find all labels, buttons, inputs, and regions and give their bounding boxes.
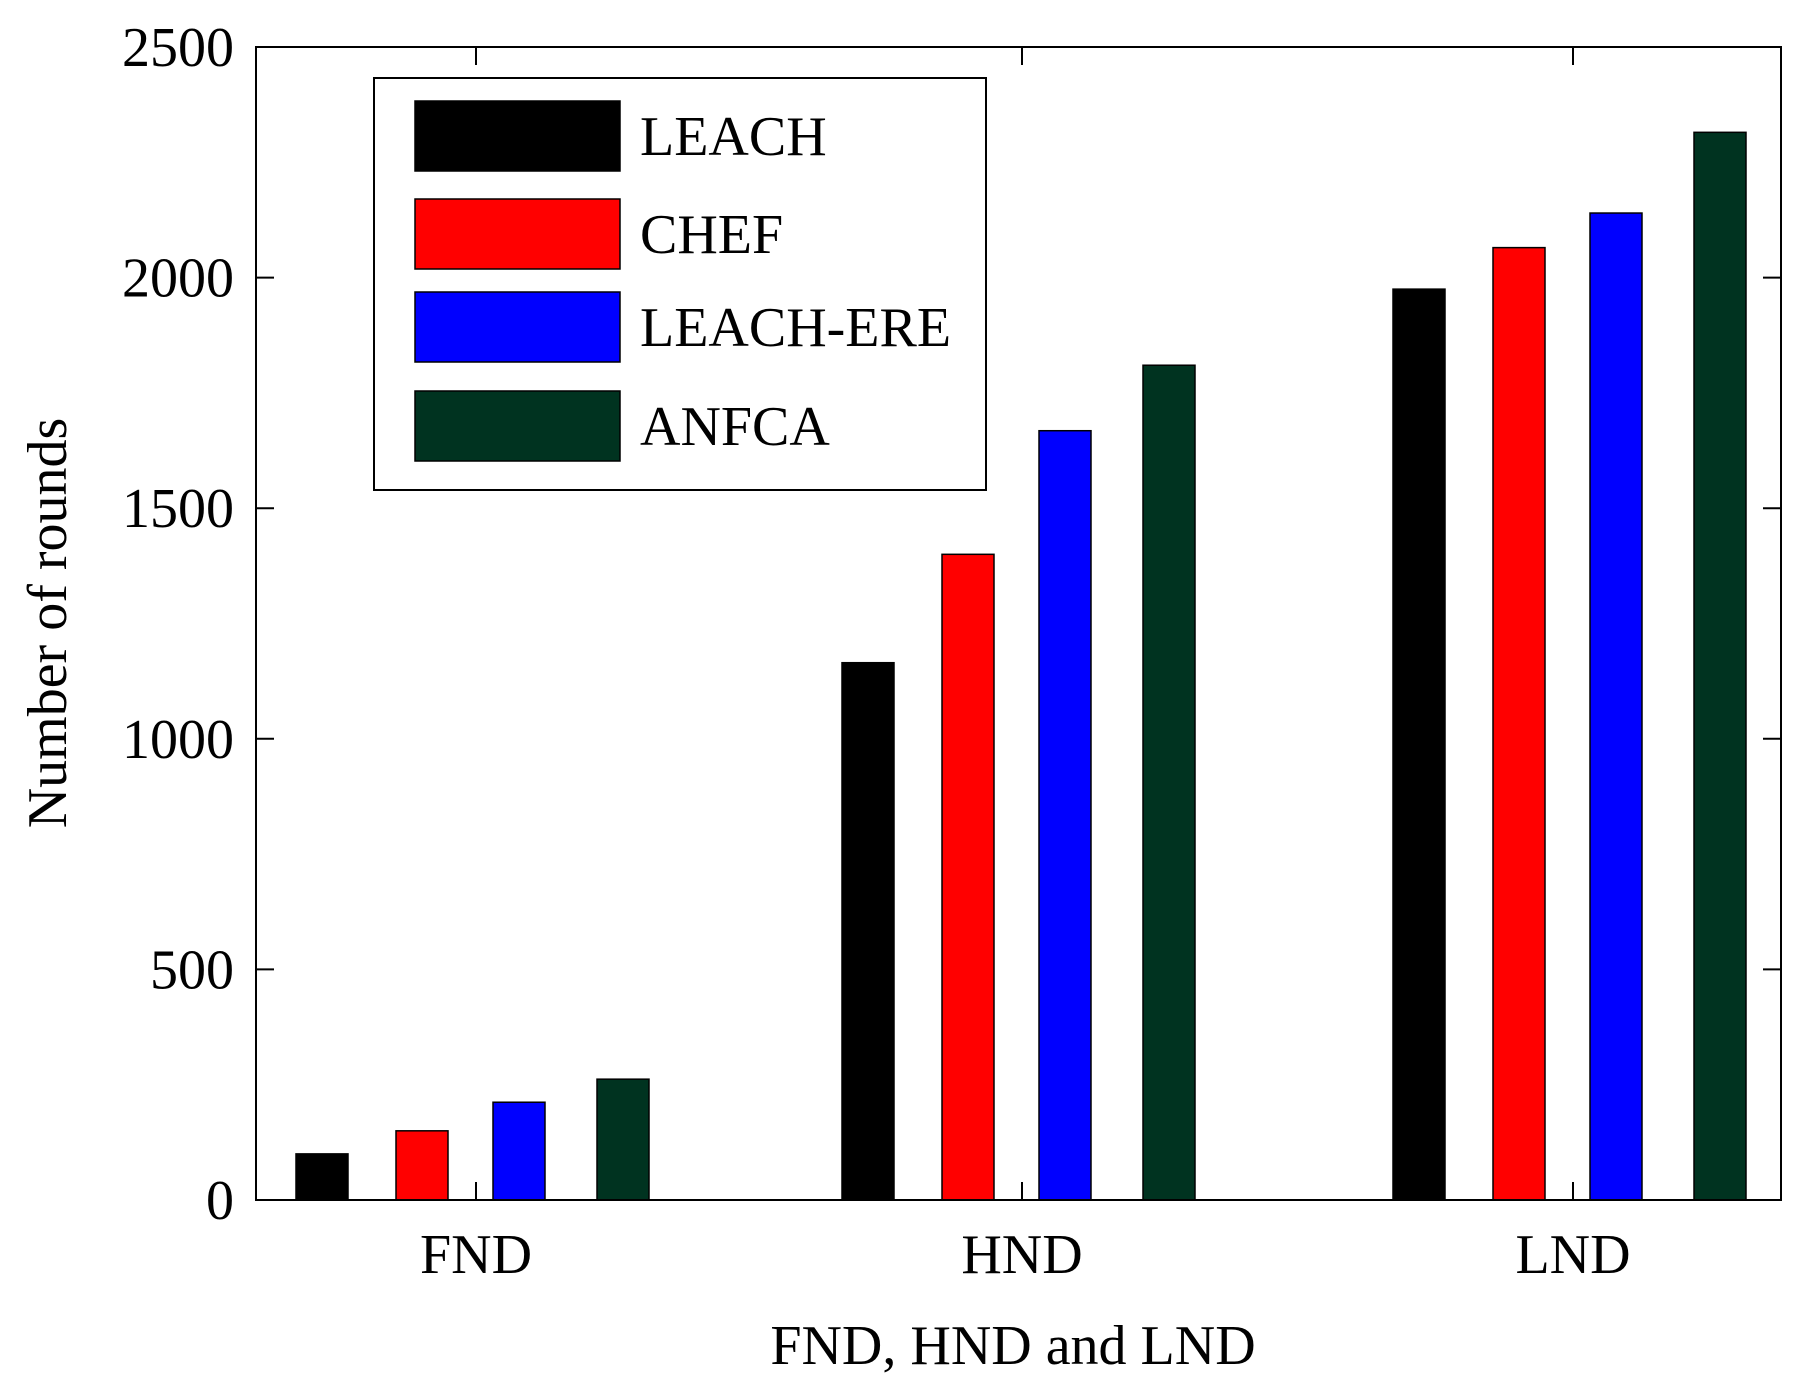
legend-label-leach-ere: LEACH-ERE — [640, 297, 951, 359]
y-tick-label: 1000 — [122, 709, 234, 771]
x-tick-label-hnd: HND — [961, 1224, 1082, 1286]
legend: LEACH CHEF LEACH-ERE ANFCA — [373, 77, 987, 491]
legend-label-anfca: ANFCA — [640, 396, 830, 458]
y-axis-label: Number of rounds — [17, 418, 79, 829]
y-tick-label: 2000 — [122, 248, 234, 310]
bar-leach-ere-fnd — [492, 1101, 546, 1201]
bar-leach-hnd — [841, 661, 895, 1201]
x-tick-labels: FND HND LND — [420, 1224, 1631, 1286]
x-tick-label-lnd: LND — [1515, 1224, 1630, 1286]
bar-leach-fnd — [295, 1153, 349, 1201]
y-tick-label: 500 — [150, 939, 234, 1001]
bar-chef-lnd — [1492, 246, 1546, 1201]
bar-chef-hnd — [941, 553, 995, 1201]
bar-anfca-fnd — [596, 1078, 650, 1201]
legend-swatch-leach — [414, 100, 621, 172]
legend-swatch-chef — [414, 198, 621, 270]
legend-label-leach: LEACH — [640, 106, 827, 168]
x-tick-label-fnd: FND — [420, 1224, 532, 1286]
bar-leach-ere-hnd — [1038, 429, 1092, 1201]
legend-items: LEACH CHEF LEACH-ERE ANFCA — [414, 100, 951, 462]
y-tick-label: 0 — [206, 1170, 234, 1232]
y-tick-label: 2500 — [122, 17, 234, 79]
legend-swatch-anfca — [414, 390, 621, 462]
ticks-layer — [256, 46, 1781, 1201]
plot-frame — [255, 46, 1782, 1201]
y-tick-labels: 0 500 1000 1500 2000 2500 — [122, 17, 234, 1232]
x-axis-label: FND, HND and LND — [770, 1315, 1255, 1377]
legend-label-chef: CHEF — [640, 204, 783, 266]
bar-anfca-hnd — [1142, 364, 1196, 1201]
legend-swatch-leach-ere — [414, 291, 621, 363]
bar-leach-lnd — [1392, 288, 1446, 1201]
bars-layer — [295, 131, 1747, 1201]
bar-chef-fnd — [395, 1130, 449, 1201]
bar-leach-ere-lnd — [1589, 212, 1643, 1201]
y-tick-label: 1500 — [122, 478, 234, 540]
bar-anfca-lnd — [1693, 131, 1747, 1201]
